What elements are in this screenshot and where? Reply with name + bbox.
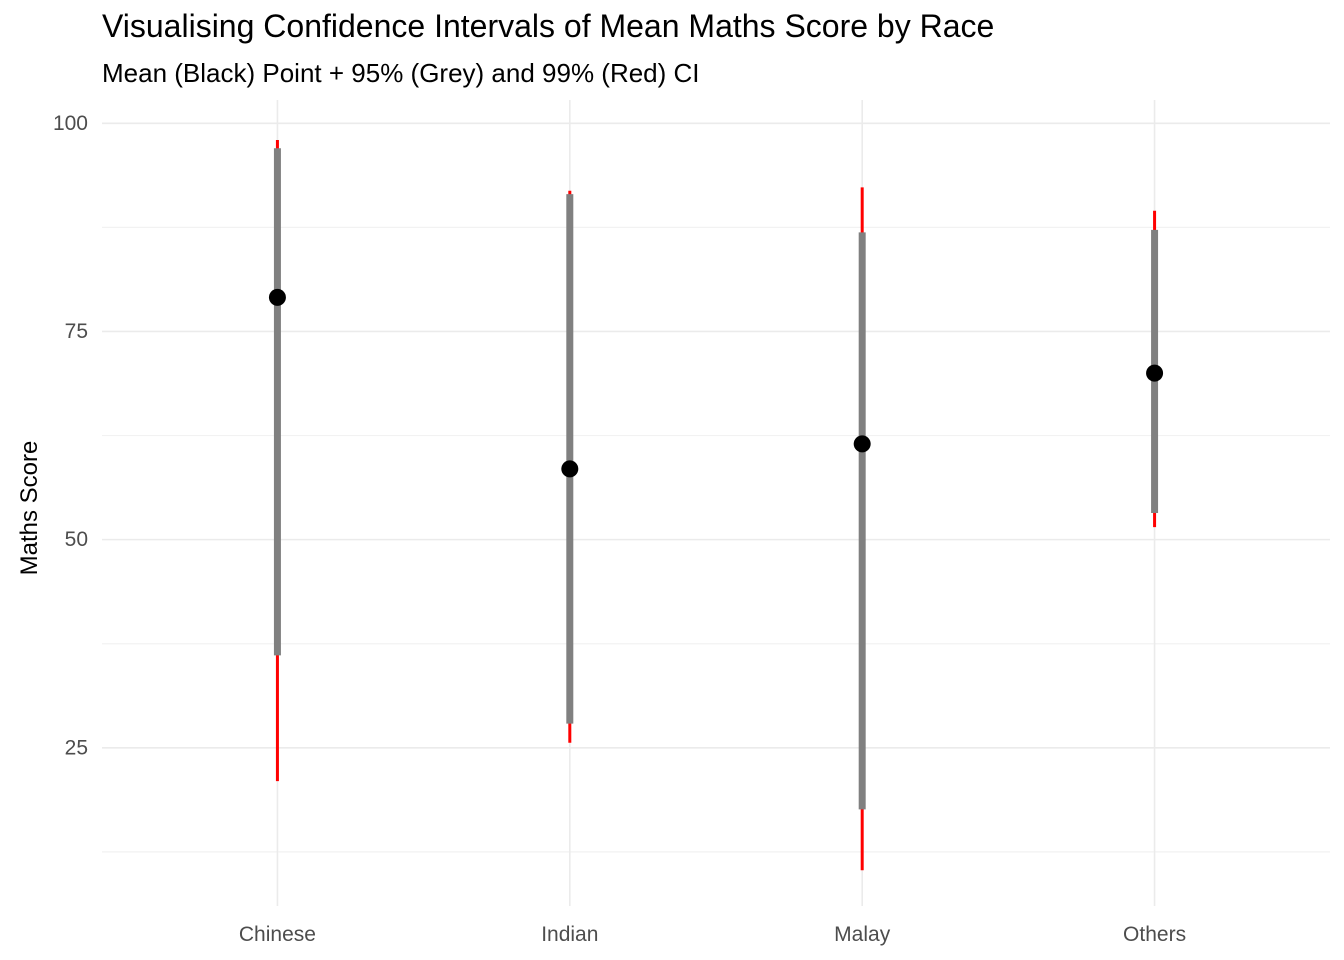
- y-tick-label: 25: [65, 736, 88, 759]
- chart-subtitle: Mean (Black) Point + 95% (Grey) and 99% …: [102, 58, 700, 88]
- y-axis-label: Maths Score: [16, 441, 43, 576]
- mean-point-others: [1146, 364, 1164, 382]
- y-tick-labels: 25 50 75 100: [53, 112, 88, 759]
- ci95-bars: [273, 148, 1159, 810]
- grid-lines: [102, 100, 1330, 906]
- y-tick-label: 50: [65, 528, 88, 551]
- mean-point-malay: [853, 435, 871, 453]
- mean-point-indian: [561, 460, 579, 478]
- mean-points: [268, 288, 1164, 478]
- y-tick-label: 75: [65, 320, 88, 343]
- x-tick-label-others: Others: [1123, 923, 1186, 946]
- chart-title: Visualising Confidence Intervals of Mean…: [102, 8, 995, 44]
- x-tick-label-indian: Indian: [541, 923, 598, 946]
- mean-point-chinese: [268, 288, 286, 306]
- x-tick-label-malay: Malay: [834, 923, 891, 946]
- x-tick-label-chinese: Chinese: [239, 923, 316, 946]
- ci99-bars: [275, 139, 1157, 871]
- x-tick-labels: Chinese Indian Malay Others: [239, 923, 1186, 946]
- y-tick-label: 100: [53, 112, 88, 135]
